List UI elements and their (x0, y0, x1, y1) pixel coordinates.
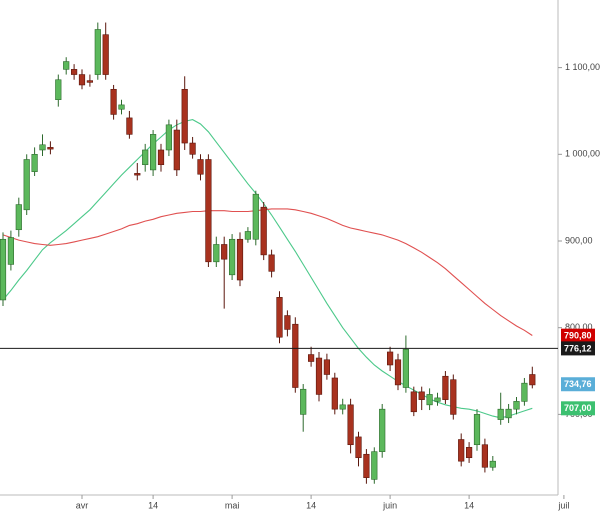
candle-body (339, 404, 346, 410)
price-label-box (561, 377, 595, 392)
candle-body (363, 453, 370, 478)
candle-body (284, 315, 291, 330)
candle-body (418, 391, 425, 400)
moving-average (2, 208, 533, 336)
price-label-box (561, 341, 595, 356)
candle-body (497, 408, 504, 420)
candle-body (47, 147, 54, 150)
price-label: 734,76 (564, 379, 592, 389)
candle-body (505, 408, 512, 419)
candle-body (402, 349, 410, 388)
candle-body (473, 414, 481, 446)
x-tick-label: juin (382, 500, 397, 510)
candle-body (173, 129, 180, 171)
candle-body (236, 238, 244, 281)
candle-body (229, 238, 236, 276)
candle-body (150, 134, 157, 171)
candle-body (529, 374, 536, 386)
candle-body (126, 117, 133, 135)
x-tick-label: 14 (306, 500, 316, 510)
candle-body (252, 193, 259, 240)
y-tick-label: 900,00 (565, 235, 593, 245)
candle-body (205, 159, 212, 263)
candle-body (134, 173, 141, 176)
candle-body (31, 154, 38, 172)
candle-body (355, 436, 362, 459)
y-tick-label: 800,00 (565, 322, 593, 332)
candle-body (15, 204, 22, 231)
candle-body (315, 357, 323, 395)
candle-body (260, 206, 267, 256)
candle-body (331, 377, 338, 410)
candle-body (300, 388, 307, 415)
x-tick-label: 14 (464, 500, 474, 510)
x-tick-label: juil (557, 500, 569, 510)
candle-body (521, 382, 528, 402)
candle-body (39, 144, 46, 151)
candle-body (0, 238, 7, 301)
candle-body (458, 439, 465, 462)
candle-body (434, 397, 441, 402)
candle-body (221, 244, 228, 260)
candle-body (513, 401, 520, 410)
y-tick-label: 1 000,00 (565, 149, 600, 159)
price-label: 790,80 (564, 331, 592, 341)
price-label-box (561, 401, 595, 416)
candle-body (489, 460, 496, 468)
candle-body (379, 408, 386, 452)
candle-body (268, 254, 275, 272)
candle-body (181, 88, 188, 144)
price-label: 707,00 (564, 403, 592, 413)
candle-body (450, 379, 457, 415)
price-label: 776,12 (564, 343, 592, 353)
candle-body (118, 104, 125, 110)
candle-body (442, 375, 449, 400)
candle-body (347, 404, 354, 446)
candle-body (481, 444, 489, 468)
candle-body (465, 447, 473, 459)
candle-body (197, 159, 204, 175)
candle-body (157, 149, 165, 166)
candle-body (165, 124, 173, 151)
candle-body (110, 88, 117, 115)
candle-body (71, 69, 78, 75)
candle-body (426, 394, 433, 406)
candle-body (23, 159, 30, 211)
candle-body (323, 359, 331, 375)
x-tick-label: 14 (148, 500, 158, 510)
candle-body (394, 359, 402, 386)
candle-body (213, 244, 220, 263)
price-label-box (561, 328, 595, 343)
x-tick-label: mai (225, 500, 240, 510)
candle-body (292, 323, 299, 388)
x-tick-label: avr (76, 500, 89, 510)
candle-body (63, 61, 70, 70)
candle-body (276, 297, 283, 338)
candle-body (410, 391, 417, 413)
candle-body (7, 237, 15, 265)
candle-body (55, 79, 62, 100)
moving-average (2, 119, 533, 419)
candle-body (86, 80, 93, 83)
candle-body (94, 29, 101, 75)
candle-body (142, 149, 149, 166)
candle-body (371, 451, 378, 480)
candle-body (244, 231, 252, 240)
y-tick-label: 1 100,00 (565, 62, 600, 72)
candle-body (78, 74, 86, 86)
candle-body (386, 351, 394, 366)
candle-body (102, 34, 109, 75)
candle-body (307, 354, 315, 362)
candle-body (189, 142, 196, 155)
